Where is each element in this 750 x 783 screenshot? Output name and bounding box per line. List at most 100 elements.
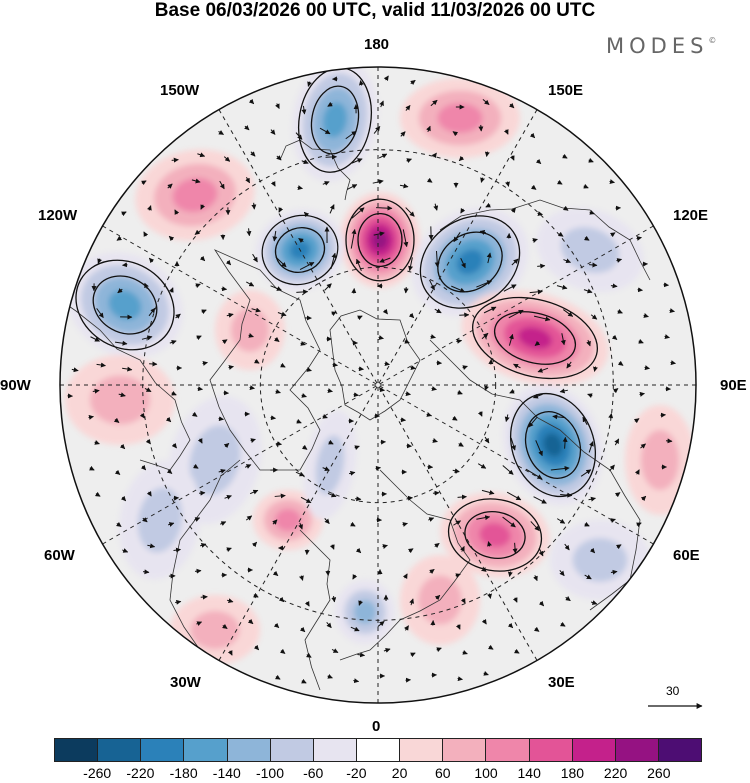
wind-arrow xyxy=(352,574,358,580)
wind-arrow xyxy=(550,465,570,471)
wind-arrow xyxy=(244,125,250,131)
wind-arrow xyxy=(298,522,303,530)
wind-arrow xyxy=(451,285,466,293)
wind-arrow xyxy=(530,521,540,531)
wind-arrow xyxy=(640,443,646,449)
wind-arrow xyxy=(405,104,411,111)
lon-label-60e: 60E xyxy=(673,547,700,564)
wind-arrow xyxy=(275,256,287,268)
wind-arrow xyxy=(322,413,328,419)
contour-line xyxy=(493,311,577,365)
wind-arrow xyxy=(670,360,676,366)
colorbar-swatch xyxy=(184,739,228,761)
wind-arrow xyxy=(88,414,94,420)
wind-arrow xyxy=(139,412,145,419)
wind-arrow xyxy=(379,100,384,108)
wind-arrow xyxy=(247,618,254,625)
meridian-line xyxy=(218,109,538,661)
wind-arrow xyxy=(559,388,568,394)
wind-arrow xyxy=(504,414,510,422)
wind-arrow xyxy=(452,468,460,474)
wind-arrow xyxy=(350,626,360,632)
wind-arrow xyxy=(460,257,466,269)
wind-arrow xyxy=(533,575,538,582)
wind-arrow xyxy=(431,152,437,159)
wind-arrow xyxy=(175,313,181,319)
wind-arrow xyxy=(529,289,543,295)
wind-arrow xyxy=(663,282,669,288)
wind-arrow xyxy=(455,573,461,579)
wind-arrow xyxy=(460,546,465,552)
colorbar-tick-label: 220 xyxy=(603,765,628,781)
wind-arrow xyxy=(507,622,514,629)
wind-arrow xyxy=(175,599,182,605)
colorbar-tick-label: -20 xyxy=(346,765,367,781)
wind-arrow xyxy=(406,158,412,163)
wind-arrow xyxy=(226,547,232,553)
wind-arrow xyxy=(220,521,227,526)
wind-arrow xyxy=(562,205,569,211)
wind-arrow xyxy=(274,493,286,499)
wind-arrow xyxy=(589,209,595,215)
wind-arrow xyxy=(228,364,234,370)
wind-arrow xyxy=(274,336,280,342)
wind-arrow xyxy=(457,676,463,682)
wind-arrow xyxy=(326,621,332,629)
wind-arrow xyxy=(559,569,565,577)
wind-arrow xyxy=(226,598,234,604)
wind-arrow xyxy=(583,183,589,189)
wind-arrow xyxy=(537,211,543,217)
wind-arrow xyxy=(483,670,489,676)
wind-arrow xyxy=(457,494,467,500)
wind-scale-label: 30 xyxy=(666,684,680,698)
wind-arrow xyxy=(148,307,156,317)
wind-arrow xyxy=(643,313,649,318)
wind-arrow xyxy=(222,623,228,629)
anomaly-patch xyxy=(190,610,240,650)
chart-title: Base 06/03/2026 00 UTC, valid 11/03/2026… xyxy=(154,0,596,21)
colorbar-tick-label: 180 xyxy=(560,765,585,781)
wind-arrow xyxy=(349,470,356,476)
wind-arrow xyxy=(476,515,491,521)
wind-arrow xyxy=(610,569,618,575)
brand-text: MODES xyxy=(606,34,709,58)
wind-vectors xyxy=(67,75,676,684)
anomaly-patch xyxy=(230,308,270,352)
lon-label-150w: 150W xyxy=(160,82,200,99)
wind-arrow xyxy=(331,311,337,317)
wind-arrow xyxy=(400,417,406,423)
wind-arrow xyxy=(350,228,357,249)
wind-arrow xyxy=(253,644,260,651)
wind-arrow xyxy=(331,596,337,603)
contour-line xyxy=(471,296,599,380)
wind-arrow xyxy=(525,468,543,480)
wind-arrow xyxy=(251,541,258,548)
wind-arrow xyxy=(199,255,206,262)
wind-arrow xyxy=(426,412,432,417)
wind-arrow xyxy=(484,436,490,444)
wind-arrow xyxy=(590,600,598,605)
wind-arrow xyxy=(218,130,224,135)
colorbar-tick-label: -100 xyxy=(255,765,285,781)
wind-arrow xyxy=(327,101,333,107)
lon-label-180: 180 xyxy=(364,36,390,53)
wind-arrow xyxy=(144,387,152,393)
coastline xyxy=(339,469,471,661)
wind-arrow xyxy=(278,596,285,603)
wind-arrow xyxy=(636,522,642,528)
wind-arrow xyxy=(300,341,306,346)
wind-arrow xyxy=(378,335,384,340)
wind-arrow xyxy=(303,211,310,218)
wind-arrow xyxy=(278,207,284,213)
wind-arrow xyxy=(144,282,149,290)
wind-arrow xyxy=(307,81,312,87)
wind-arrow xyxy=(250,438,256,443)
wind-arrow xyxy=(191,178,201,184)
colorbar-swatch xyxy=(98,739,142,761)
wind-arrow xyxy=(552,414,566,420)
wind-arrow xyxy=(200,594,208,600)
wind-arrow xyxy=(584,521,590,527)
wind-arrow xyxy=(319,127,331,135)
wind-arrow xyxy=(71,367,79,373)
wind-arrow xyxy=(584,574,592,580)
